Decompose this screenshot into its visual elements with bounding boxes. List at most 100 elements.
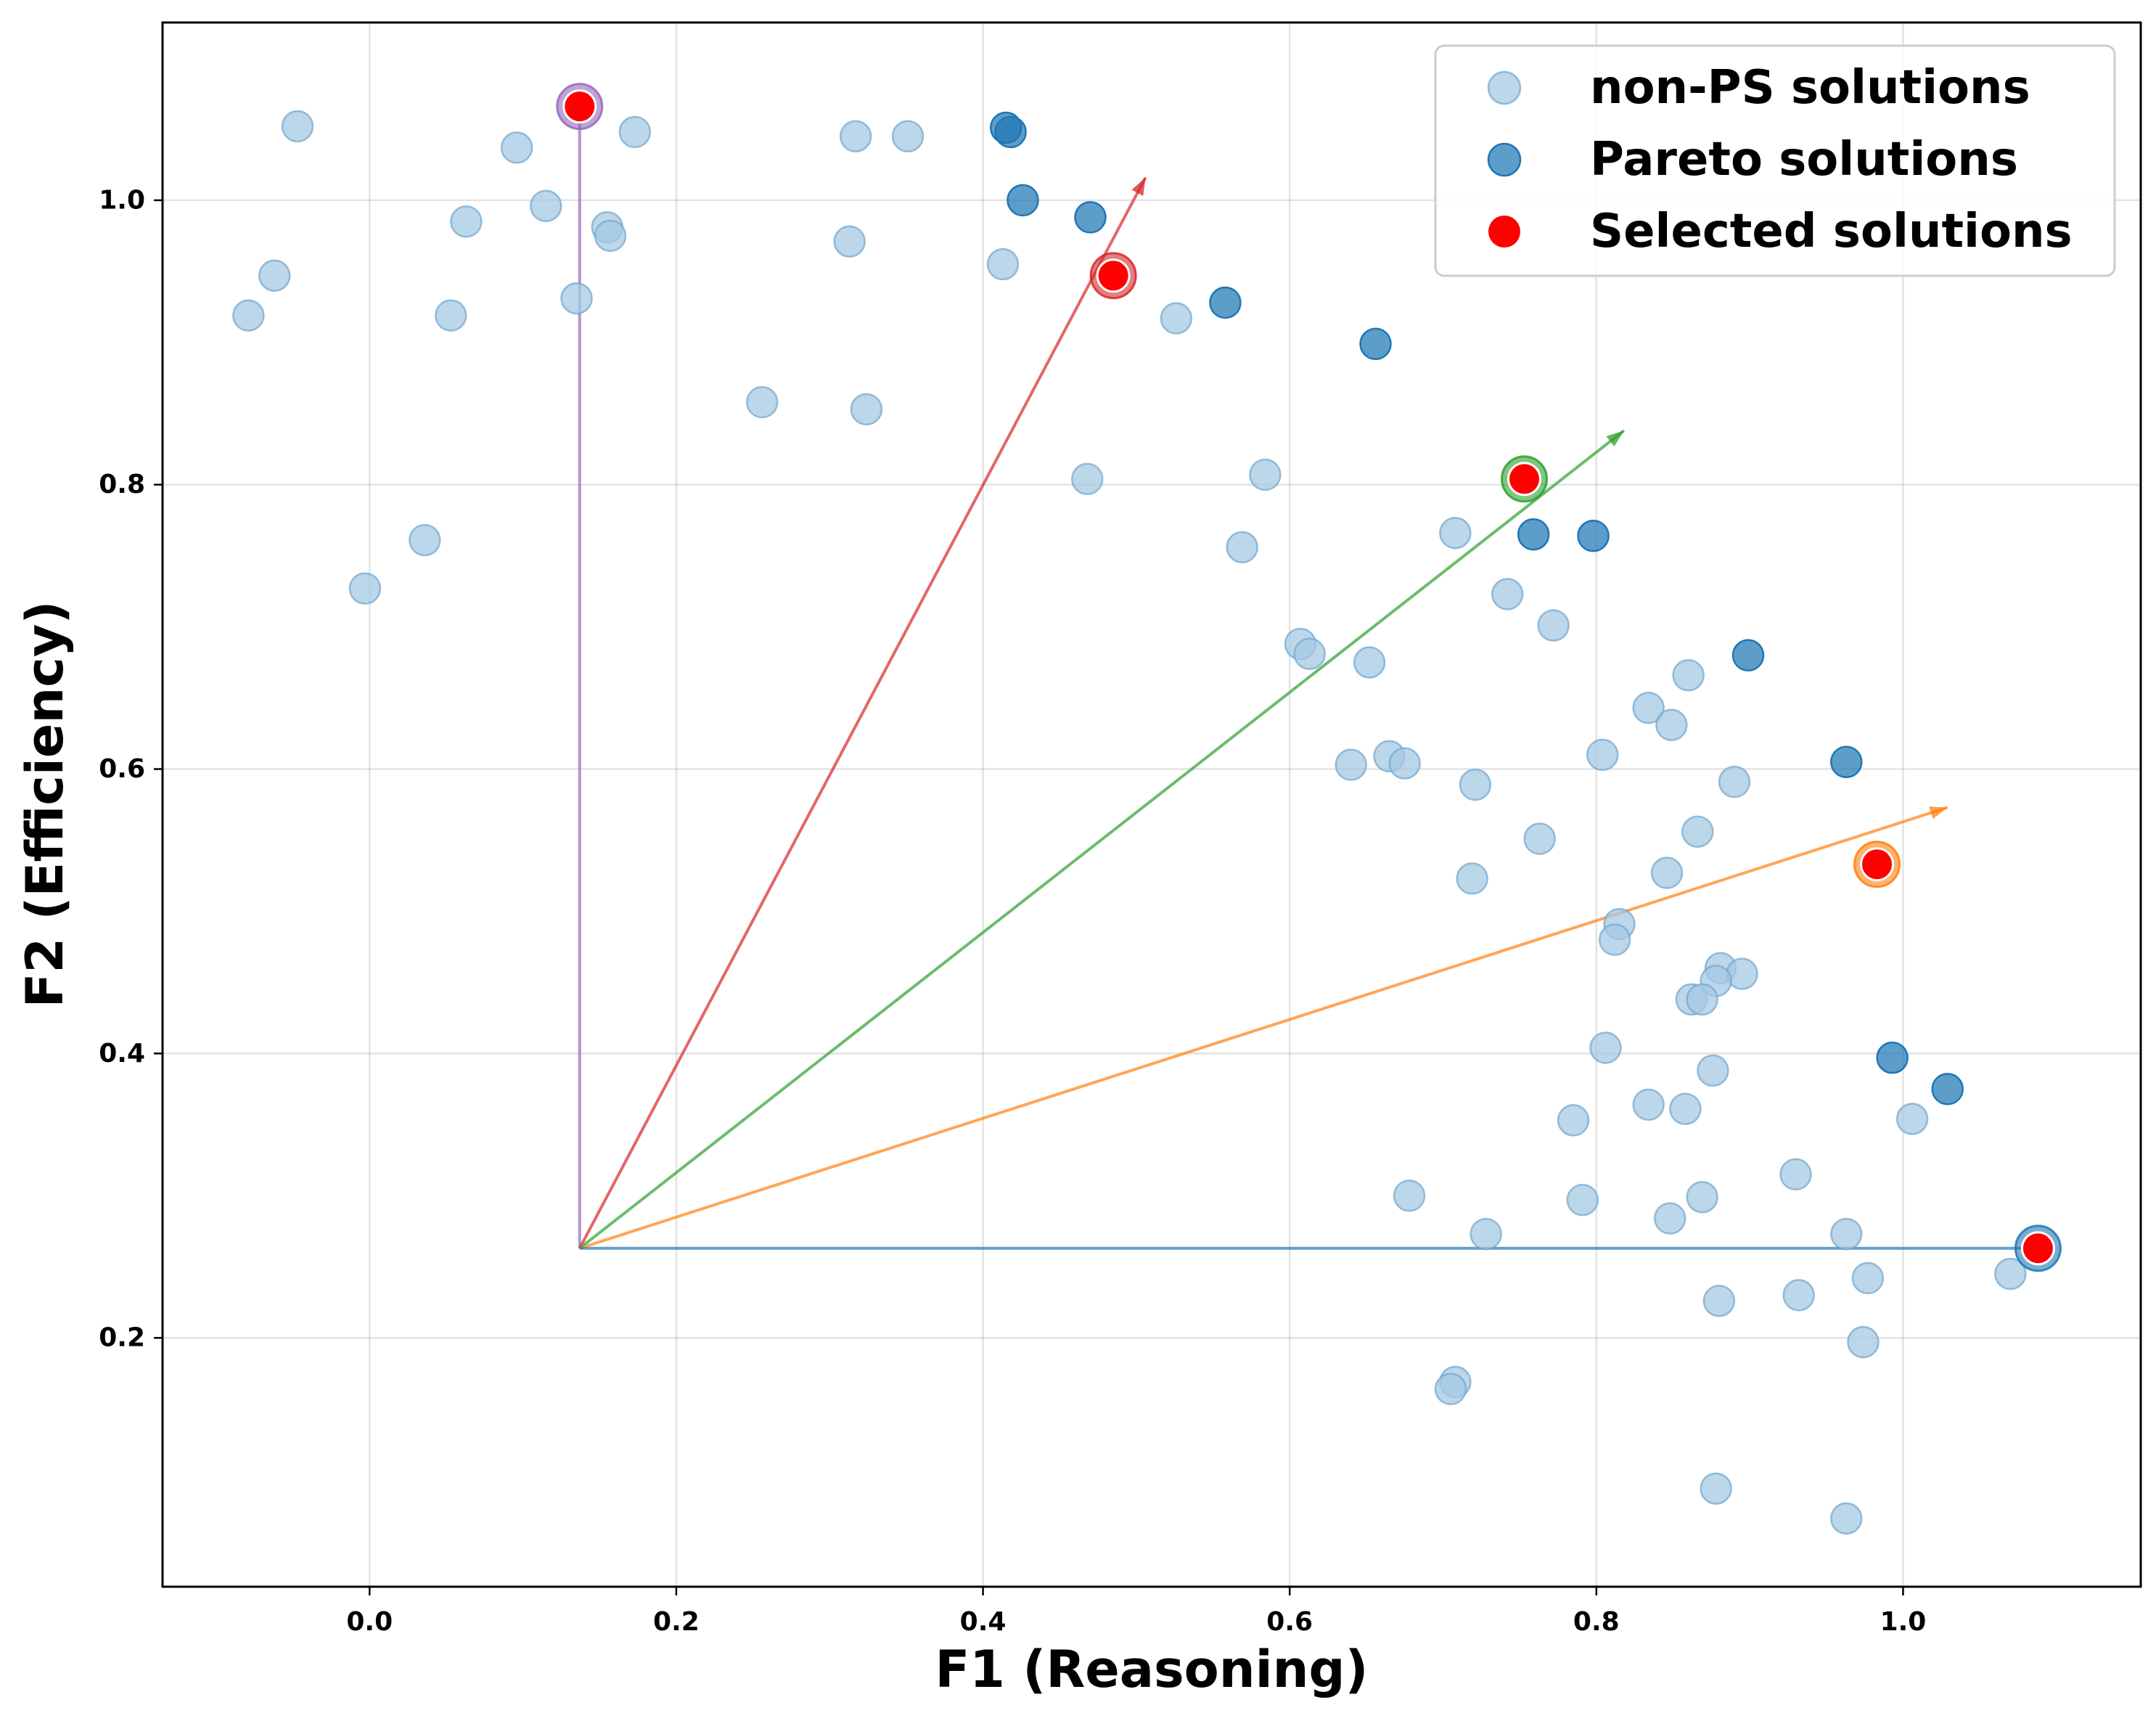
selected-point: [1507, 462, 1542, 496]
non-ps-point: [1434, 1373, 1467, 1405]
non-ps-point: [560, 282, 593, 315]
non-ps-point: [281, 110, 314, 143]
non-ps-point: [1456, 862, 1488, 895]
y-tick-label: 0.8: [99, 470, 145, 499]
legend-label-selected: Selected solutions: [1590, 205, 2073, 258]
pareto-point: [1876, 1041, 1909, 1074]
x-tick-label: 0.8: [1573, 1607, 1620, 1637]
non-ps-point: [1718, 765, 1751, 798]
non-ps-point: [986, 248, 1020, 281]
y-tick-label: 0.6: [99, 754, 145, 784]
pareto-point: [1577, 519, 1610, 552]
non-ps-point: [1686, 1180, 1718, 1214]
selected-point: [1860, 847, 1895, 882]
non-ps-point: [258, 259, 291, 292]
non-ps-point: [1669, 1092, 1702, 1125]
non-ps-point: [746, 385, 779, 419]
non-ps-point: [1994, 1257, 2027, 1291]
y-tick-label: 0.2: [99, 1323, 145, 1353]
non-ps-point: [1598, 923, 1631, 956]
non-ps-point: [1470, 1217, 1502, 1251]
non-ps-point: [1070, 462, 1104, 496]
non-ps-point: [1650, 857, 1684, 889]
x-tick-label: 0.4: [960, 1607, 1007, 1637]
pareto-point: [994, 115, 1027, 149]
direction-arrow-red: [578, 176, 1147, 1249]
legend-marker-selected: [1488, 216, 1520, 248]
legend-marker-pareto: [1487, 142, 1522, 177]
non-ps-point: [500, 131, 533, 164]
non-ps-point: [1589, 1031, 1622, 1064]
non-ps-point: [1847, 1325, 1880, 1359]
non-ps-point: [1491, 578, 1524, 610]
non-ps-point: [1681, 815, 1714, 848]
non-ps-point: [1226, 531, 1258, 564]
arrowhead-orange: [1929, 806, 1948, 819]
non-ps-point: [1566, 1183, 1599, 1217]
non-ps-point: [1393, 1180, 1426, 1212]
legend-box: [1434, 44, 2116, 277]
non-ps-point: [1686, 983, 1718, 1016]
non-ps-point: [1632, 692, 1665, 724]
y-tick-label: 0.4: [99, 1039, 145, 1068]
data-points: [232, 83, 2062, 1535]
non-ps-point: [1459, 768, 1492, 801]
non-ps-point: [1557, 1104, 1590, 1137]
non-ps-point: [1782, 1279, 1816, 1312]
x-tick-label: 1.0: [1880, 1607, 1927, 1637]
y-tick-label: 1.0: [99, 185, 145, 215]
non-ps-point: [530, 189, 562, 222]
axis-ticks: 0.0 0.2 0.4 0.6 0.8 1.0 0.2 0.4 0.6 0.8 1.0: [99, 185, 1926, 1637]
legend: non-PS solutions Pareto solutions Select…: [1434, 44, 2116, 277]
non-ps-point: [1700, 1472, 1732, 1505]
non-ps-point: [1523, 822, 1556, 855]
y-axis-label: F2 (Efficiency): [15, 601, 75, 1008]
non-ps-point: [409, 523, 441, 557]
direction-arrow-green: [578, 429, 1626, 1250]
non-ps-point: [1697, 1054, 1729, 1087]
pareto-point: [1209, 286, 1242, 319]
non-ps-point: [833, 225, 866, 258]
selected-point: [2020, 1231, 2055, 1266]
non-ps-point: [348, 572, 382, 605]
non-ps-point: [594, 219, 627, 253]
non-ps-point: [1249, 458, 1282, 491]
legend-label-non-ps: non-PS solutions: [1590, 61, 2030, 115]
non-ps-point: [435, 299, 467, 332]
legend-label-pareto: Pareto solutions: [1590, 133, 2018, 187]
non-ps-point: [1672, 658, 1705, 692]
legend-marker-non-ps: [1487, 70, 1522, 105]
arrowhead-red: [1131, 177, 1146, 196]
non-ps-point: [1830, 1217, 1863, 1251]
non-ps-point: [1353, 646, 1386, 679]
non-ps-point: [1293, 637, 1326, 671]
non-ps-point: [839, 120, 872, 152]
x-tick-label: 0.0: [346, 1607, 393, 1637]
pareto-point: [1074, 201, 1107, 234]
non-ps-point: [618, 115, 652, 149]
arrowhead-green: [1606, 430, 1624, 447]
non-ps-point: [232, 299, 265, 332]
non-ps-point: [850, 393, 883, 426]
x-tick-label: 0.6: [1266, 1607, 1313, 1637]
plot-frame: [161, 21, 2142, 1588]
pareto-point: [1931, 1073, 1964, 1105]
non-ps-point: [1160, 302, 1193, 335]
pareto-point: [1517, 518, 1550, 551]
pareto-point: [1731, 639, 1765, 672]
pareto-point: [1830, 745, 1863, 778]
non-ps-point: [1632, 1088, 1665, 1121]
non-ps-point: [1537, 609, 1570, 642]
non-ps-point: [1830, 1502, 1863, 1535]
pareto-point: [1007, 184, 1039, 217]
selected-point: [1096, 258, 1131, 293]
non-ps-point: [1335, 748, 1367, 781]
non-ps-point: [1779, 1158, 1812, 1191]
non-ps-point: [1702, 1284, 1736, 1317]
non-ps-point: [1586, 738, 1619, 772]
non-ps-point: [1439, 517, 1472, 549]
pareto-point: [1359, 327, 1392, 361]
non-ps-point: [1654, 1202, 1686, 1235]
